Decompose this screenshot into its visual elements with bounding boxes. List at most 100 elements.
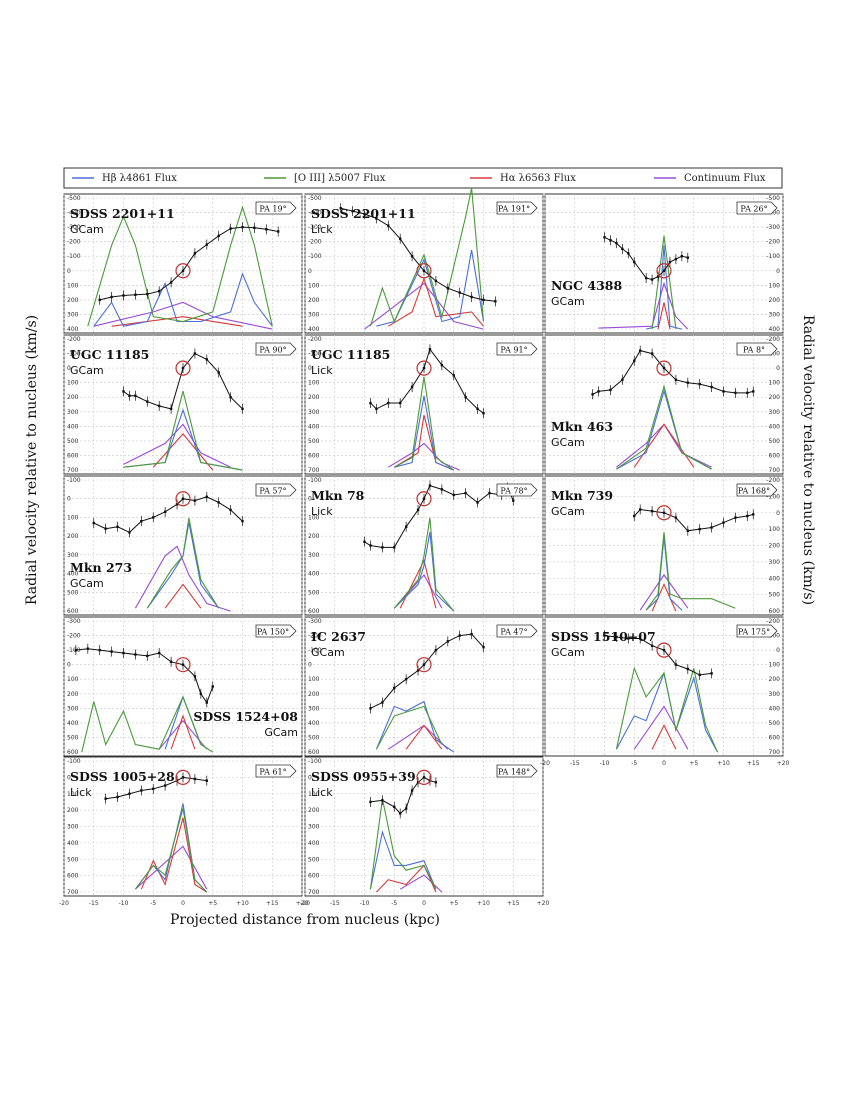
y-tick-label: 500 bbox=[67, 856, 79, 863]
flux-curve-hb bbox=[375, 700, 455, 753]
y-tick-label: 300 bbox=[308, 824, 320, 831]
y-tick-label: 100 bbox=[67, 676, 79, 683]
y-tick-label: 700 bbox=[769, 467, 781, 474]
velocity-point bbox=[722, 390, 725, 393]
velocity-point bbox=[446, 640, 449, 643]
velocity-point bbox=[656, 275, 660, 278]
velocity-point bbox=[674, 663, 678, 666]
pa-label: PA 61° bbox=[259, 768, 286, 777]
velocity-point bbox=[662, 269, 666, 272]
velocity-point bbox=[674, 516, 678, 519]
velocity-point bbox=[205, 701, 208, 704]
y-tick-label: 0 bbox=[308, 365, 312, 372]
x-tick-label: -5 bbox=[631, 760, 637, 767]
velocity-point bbox=[621, 247, 624, 251]
velocity-point bbox=[98, 298, 101, 302]
flux-curve-cont bbox=[123, 423, 231, 468]
velocity-point bbox=[482, 646, 485, 649]
panel-instrument: GCam bbox=[264, 726, 298, 739]
panel-name: Mkn 463 bbox=[551, 419, 613, 434]
velocity-point bbox=[633, 514, 636, 518]
velocity-point bbox=[434, 781, 438, 784]
velocity-point bbox=[241, 225, 244, 229]
legend-box bbox=[63, 167, 783, 189]
velocity-point bbox=[476, 407, 479, 411]
velocity-point bbox=[369, 800, 372, 804]
velocity-curve bbox=[105, 776, 207, 800]
panel-name: SDSS 1005+28 bbox=[70, 769, 175, 784]
y-tick-label: 0 bbox=[67, 268, 71, 275]
y-tick-label: 400 bbox=[769, 705, 781, 712]
panel-name: SDSS 1510+07 bbox=[551, 629, 656, 644]
y-tick-label: 300 bbox=[769, 409, 781, 416]
panel-8: -200 -100 0 100 200 300 400 500 600 PA 168° Mkn 73… bbox=[544, 475, 784, 616]
flux-curve-cont bbox=[388, 442, 460, 471]
velocity-point bbox=[621, 378, 624, 381]
y-tick-label: 500 bbox=[308, 856, 320, 863]
velocity-point bbox=[650, 509, 654, 513]
y-tick-label: -100 bbox=[308, 647, 322, 654]
y-tick-label: 400 bbox=[308, 326, 320, 333]
x-tick-label: -10 bbox=[119, 900, 129, 907]
velocity-point bbox=[686, 529, 689, 532]
y-tick-label: 200 bbox=[769, 543, 781, 550]
y-tick-label: -100 bbox=[766, 351, 780, 358]
y-tick-label: 600 bbox=[67, 608, 79, 615]
x-tick-label: -15 bbox=[330, 900, 340, 907]
y-tick-label: 0 bbox=[776, 510, 780, 517]
pa-label: PA 8° bbox=[743, 346, 765, 355]
y-axis-title-right: Radial velocity relative to nucleus (km/… bbox=[800, 315, 816, 605]
velocity-point bbox=[122, 294, 125, 297]
velocity-point bbox=[122, 390, 125, 393]
flux-curve-ha bbox=[657, 302, 671, 330]
y-tick-label: 600 bbox=[67, 749, 79, 756]
y-tick-label: -100 bbox=[67, 758, 81, 765]
pa-arrow bbox=[255, 342, 297, 356]
panel-3: -200 -100 0 100 200 300 400 500 600 700 PA 90° UGC … bbox=[63, 334, 303, 475]
panel-instrument: Lick bbox=[311, 786, 333, 799]
y-tick-label: 400 bbox=[67, 423, 79, 430]
y-tick-label: -100 bbox=[67, 647, 81, 654]
flux-curve-ha bbox=[170, 714, 196, 750]
y-tick-label: 700 bbox=[769, 749, 781, 756]
flux-curve-oiii bbox=[369, 798, 437, 890]
velocity-point bbox=[404, 678, 408, 681]
velocity-point bbox=[591, 393, 594, 396]
nucleus-marker bbox=[416, 491, 432, 507]
pa-label: PA 91° bbox=[500, 346, 527, 355]
velocity-point bbox=[146, 292, 149, 296]
velocity-point bbox=[74, 648, 78, 652]
velocity-point bbox=[458, 634, 461, 637]
y-tick-label: -200 bbox=[766, 239, 780, 246]
y-tick-label: 0 bbox=[308, 774, 312, 781]
x-tick-label: +10 bbox=[236, 900, 249, 907]
velocity-point bbox=[422, 269, 426, 272]
y-tick-label: 100 bbox=[769, 526, 781, 533]
y-tick-label: -100 bbox=[308, 477, 322, 484]
nucleus-marker bbox=[416, 769, 432, 785]
y-tick-label: 600 bbox=[769, 452, 781, 459]
velocity-point bbox=[494, 300, 497, 303]
nucleus-marker bbox=[416, 657, 432, 673]
y-tick-label: 700 bbox=[308, 889, 320, 896]
velocity-point bbox=[128, 531, 131, 534]
flux-curve-hb bbox=[369, 830, 437, 890]
nucleus-marker bbox=[175, 491, 191, 507]
velocity-point bbox=[193, 499, 197, 502]
velocity-curve bbox=[633, 508, 754, 532]
velocity-point bbox=[710, 672, 713, 675]
y-tick-label: 300 bbox=[769, 311, 781, 318]
flux-curve-cont bbox=[135, 845, 208, 890]
y-tick-label: 300 bbox=[308, 409, 320, 416]
velocity-point bbox=[434, 279, 438, 283]
y-tick-label: -100 bbox=[67, 477, 81, 484]
velocity-point bbox=[158, 289, 161, 293]
velocity-point bbox=[440, 364, 444, 367]
y-tick-label: -200 bbox=[766, 618, 780, 625]
velocity-point bbox=[205, 358, 208, 361]
y-tick-label: 500 bbox=[308, 438, 320, 445]
y-tick-label: 100 bbox=[308, 676, 320, 683]
velocity-point bbox=[633, 359, 636, 363]
nucleus-marker bbox=[656, 505, 672, 521]
velocity-point bbox=[205, 495, 208, 499]
